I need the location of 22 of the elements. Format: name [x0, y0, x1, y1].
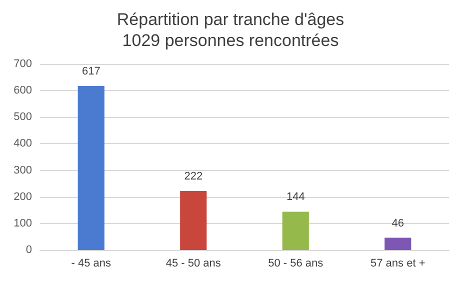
data-label: 46: [392, 217, 404, 230]
x-tick-label: 45 - 50 ans: [166, 258, 222, 270]
data-label: 617: [82, 66, 100, 78]
bar: [384, 238, 412, 250]
y-tick-label: 400: [14, 138, 32, 150]
bar: [180, 191, 207, 250]
y-tick-label: 300: [14, 164, 32, 176]
chart-title: Répartition par tranche d'âges: [116, 10, 344, 29]
y-tick-label: 200: [14, 190, 32, 203]
bar: [282, 212, 309, 250]
y-tick-label: 700: [14, 58, 32, 70]
chart-subtitle: 1029 personnes rencontrées: [122, 31, 339, 50]
data-label: 144: [286, 191, 305, 204]
data-label: 222: [184, 170, 203, 183]
y-tick-label: 600: [14, 84, 32, 97]
x-tick-label: 50 - 56 ans: [268, 258, 324, 270]
bar: [78, 86, 104, 250]
x-tick-label: 57 ans et +: [370, 258, 426, 270]
y-tick-label: 500: [14, 111, 32, 124]
y-tick-label: 100: [14, 217, 32, 230]
x-tick-label: - 45 ans: [71, 258, 112, 270]
y-tick-label: 0: [26, 244, 32, 256]
